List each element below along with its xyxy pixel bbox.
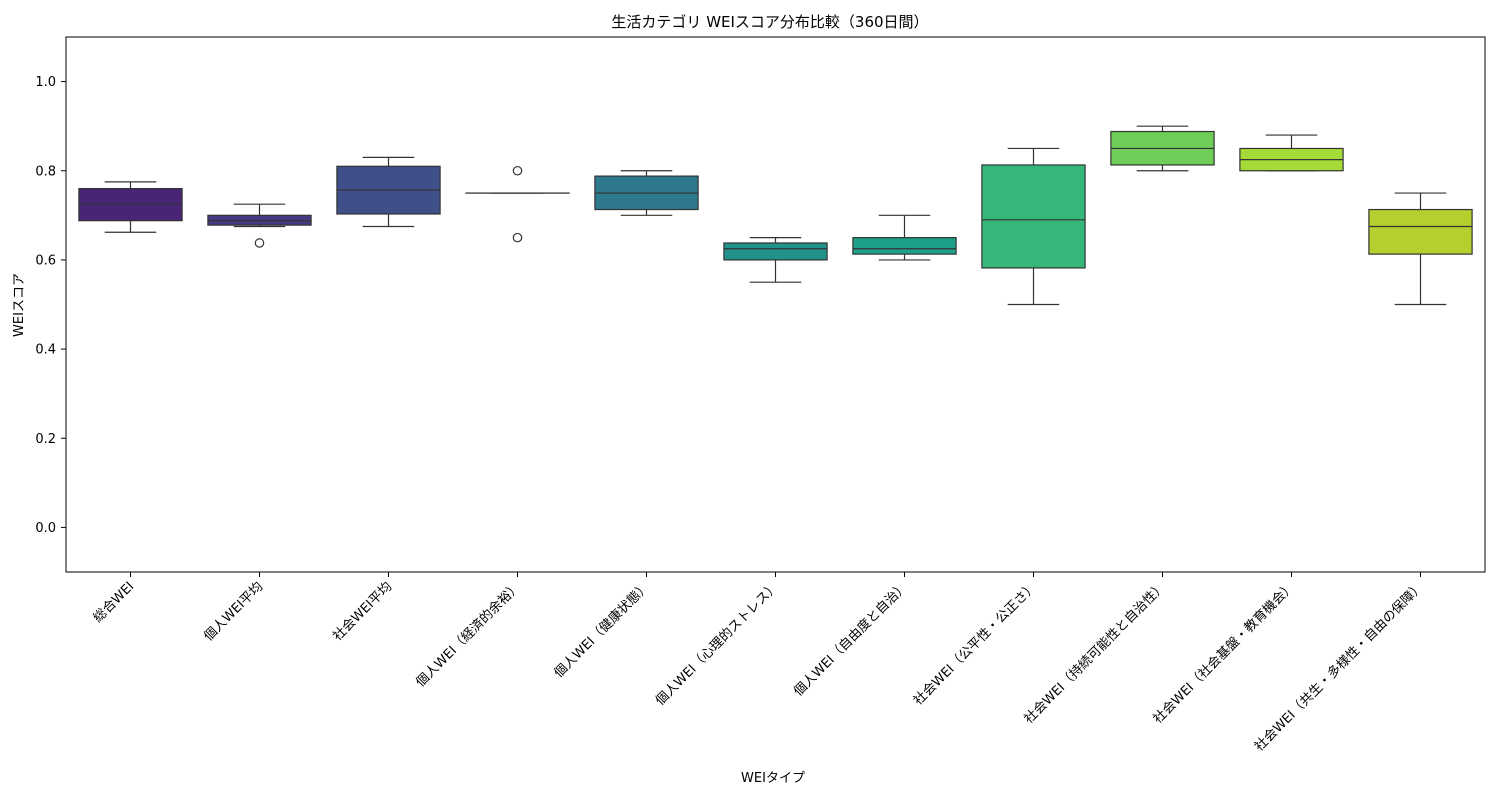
x-axis-title: WEIタイプ: [741, 771, 805, 786]
iqr-box: [1368, 208, 1473, 255]
x-tick-label: 社会WEI（持続可能性と自治性）: [1021, 579, 1169, 727]
box-3: [465, 165, 570, 243]
plot-frame: [65, 36, 1486, 573]
x-tick-label: 社会WEI（公平性・公正さ）: [910, 579, 1040, 709]
y-tick-label: 0.2: [35, 432, 56, 447]
x-tick-label: 社会WEI（社会基盤・教育機会）: [1150, 579, 1298, 727]
y-tick-label: 0.0: [35, 521, 56, 536]
chart-title: 生活カテゴリ WEIスコア分布比較（360日間）: [611, 13, 928, 31]
y-tick-label: 0.8: [35, 164, 56, 179]
plot-area: [78, 125, 1473, 306]
x-axis: 総合WEI 個人WEI平均 社会WEI平均 個人WEI（経済的余裕） 個人WEI（健康状…: [91, 572, 1427, 755]
y-axis-title: WEIスコア: [12, 273, 27, 337]
box-6: [852, 214, 957, 261]
outlier-point: [512, 232, 523, 243]
x-tick-label: 個人WEI（自由度と自治）: [790, 579, 911, 700]
box-1: [207, 203, 312, 248]
y-tick-label: 0.4: [35, 343, 56, 358]
box-9: [1239, 134, 1344, 172]
outlier-point: [254, 238, 265, 248]
box-4: [594, 170, 699, 216]
iqr-box: [723, 242, 828, 261]
box-5: [723, 237, 828, 283]
x-tick-label: 個人WEI平均: [201, 579, 266, 644]
box-8: [1110, 125, 1215, 172]
iqr-box: [981, 164, 1086, 269]
outlier-point: [512, 165, 523, 176]
box-10: [1368, 192, 1473, 306]
iqr-box: [852, 237, 957, 255]
box-0: [78, 181, 183, 233]
box-2: [336, 156, 441, 228]
box-7: [981, 147, 1086, 306]
x-tick-label: 総合WEI: [91, 579, 138, 626]
y-tick-label: 1.0: [35, 75, 56, 90]
y-axis: 0.0 0.2 0.4 0.6 0.8 1.0: [35, 75, 66, 536]
x-tick-label: 個人WEI（経済的余裕）: [413, 579, 525, 691]
x-tick-label: 個人WEI（健康状態）: [551, 579, 653, 681]
x-tick-label: 個人WEI（心理的ストレス）: [652, 579, 782, 709]
y-tick-label: 0.6: [35, 253, 56, 268]
x-tick-label: 社会WEI平均: [330, 579, 396, 645]
